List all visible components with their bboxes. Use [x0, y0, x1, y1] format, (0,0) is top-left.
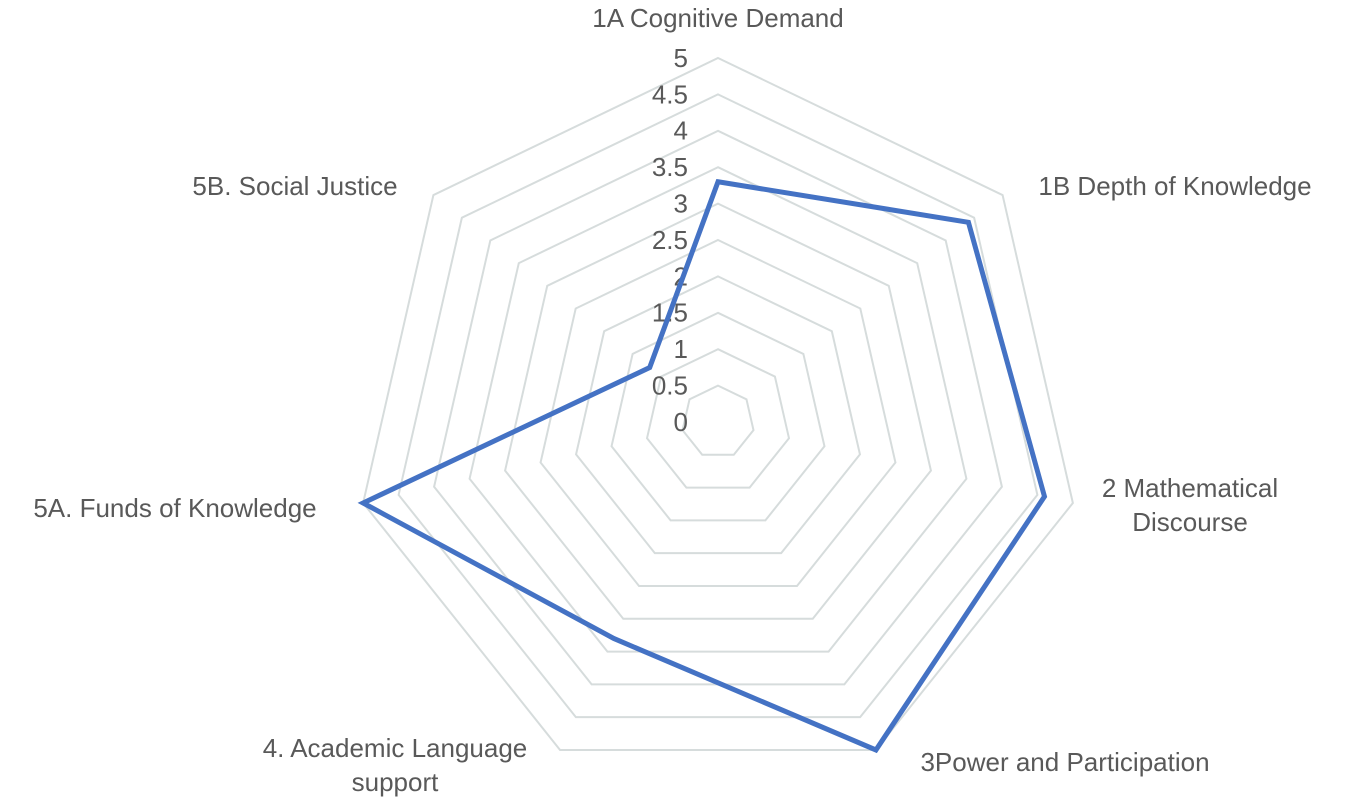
grid-ring — [574, 275, 862, 555]
grid-ring — [503, 202, 933, 620]
r-tick-label: 0.5 — [652, 370, 688, 400]
axis-label: 2 Mathematical Discourse — [1101, 473, 1279, 537]
axis-label: 5B. Social Justice — [192, 171, 398, 201]
r-tick-label: 1 — [674, 334, 688, 364]
r-tick-label: 4.5 — [652, 79, 688, 109]
grid-ring — [468, 166, 968, 653]
axis-label: 4. Academic Language support — [262, 733, 528, 797]
r-tick-label: 0 — [674, 407, 688, 437]
axis-label: 5A. Funds of Knowledge — [33, 493, 317, 523]
grid-ring — [397, 93, 1039, 719]
grid-ring — [681, 384, 755, 456]
r-tick-label: 2.5 — [652, 225, 688, 255]
r-tick-label: 4 — [674, 116, 688, 146]
r-tick-label: 3.5 — [652, 152, 688, 182]
grid-ring — [610, 311, 826, 522]
axis-label: 1A Cognitive Demand — [592, 3, 844, 33]
series-line — [357, 178, 1048, 754]
grid-ring — [362, 56, 1074, 751]
axis-label: 3Power and Participation — [920, 747, 1210, 777]
grid-ring — [539, 238, 897, 587]
axis-label: 1B Depth of Knowledge — [1038, 171, 1312, 201]
r-tick-label: 3 — [674, 188, 688, 218]
r-tick-label: 5 — [674, 43, 688, 73]
grid-ring — [645, 348, 791, 489]
